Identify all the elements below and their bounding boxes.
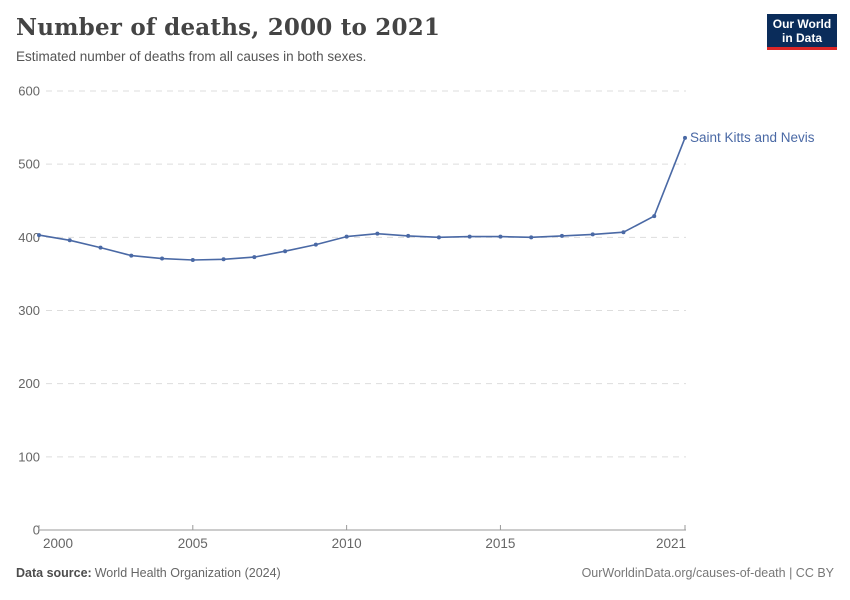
owid-logo-line2: in Data bbox=[781, 30, 822, 45]
x-axis-label-2021: 2021 bbox=[656, 536, 686, 551]
x-axis-label-2005: 2005 bbox=[178, 536, 208, 551]
y-axis-label-100: 100 bbox=[18, 449, 40, 464]
page-title: Number of deaths, 2000 to 2021 bbox=[16, 14, 441, 41]
data-point-2007 bbox=[252, 255, 257, 260]
data-point-2005 bbox=[190, 258, 195, 263]
data-point-2011 bbox=[375, 231, 380, 236]
x-axis-label-2000: 2000 bbox=[43, 536, 73, 551]
footer-link[interactable]: OurWorldinData.org/causes-of-death | CC … bbox=[581, 566, 834, 580]
y-axis-label-400: 400 bbox=[18, 230, 40, 245]
data-point-2018 bbox=[590, 232, 595, 237]
chart-footer: Data source: World Health Organization (2… bbox=[16, 566, 834, 580]
data-point-2013 bbox=[436, 235, 441, 240]
owid-logo[interactable]: Our World in Data bbox=[767, 14, 837, 50]
data-line bbox=[38, 136, 686, 261]
y-axis-label-0: 0 bbox=[33, 523, 40, 538]
data-point-2014 bbox=[467, 234, 472, 239]
data-source-label: Data source: bbox=[16, 566, 92, 580]
y-axis-label-200: 200 bbox=[18, 376, 40, 391]
data-point-2009 bbox=[313, 242, 318, 247]
data-point-2019 bbox=[621, 230, 626, 235]
data-point-2010 bbox=[344, 234, 349, 239]
entity-label: Saint Kitts and Nevis bbox=[690, 130, 815, 145]
y-axis-label-300: 300 bbox=[18, 303, 40, 318]
y-axis-label-500: 500 bbox=[18, 157, 40, 172]
line-chart: 0 100 200 300 400 500 600 2000 2005 2010 2015 2021 S… bbox=[18, 84, 815, 552]
data-point-2016 bbox=[529, 235, 534, 240]
data-point-2017 bbox=[559, 233, 564, 238]
data-point-2020 bbox=[652, 214, 657, 219]
data-source: Data source: World Health Organization (2… bbox=[16, 566, 281, 580]
chart-subtitle: Estimated number of deaths from all caus… bbox=[16, 49, 367, 64]
data-point-2002 bbox=[98, 245, 103, 250]
data-point-2000 bbox=[37, 233, 41, 238]
x-axis-label-2015: 2015 bbox=[485, 536, 515, 551]
y-axis-label-600: 600 bbox=[18, 84, 40, 99]
data-point-2015 bbox=[498, 234, 503, 239]
x-axis-label-2010: 2010 bbox=[332, 536, 362, 551]
data-point-2001 bbox=[67, 238, 72, 243]
data-point-2003 bbox=[129, 253, 134, 258]
data-point-2006 bbox=[221, 257, 226, 262]
data-point-2004 bbox=[160, 256, 165, 261]
data-point-2008 bbox=[283, 249, 288, 254]
data-point-2021 bbox=[683, 135, 687, 140]
data-source-text: World Health Organization (2024) bbox=[94, 566, 281, 580]
data-point-2012 bbox=[406, 233, 411, 238]
owid-logo-line1: Our World bbox=[772, 16, 832, 31]
chart-header: Number of deaths, 2000 to 2021 Estimated… bbox=[16, 14, 716, 64]
